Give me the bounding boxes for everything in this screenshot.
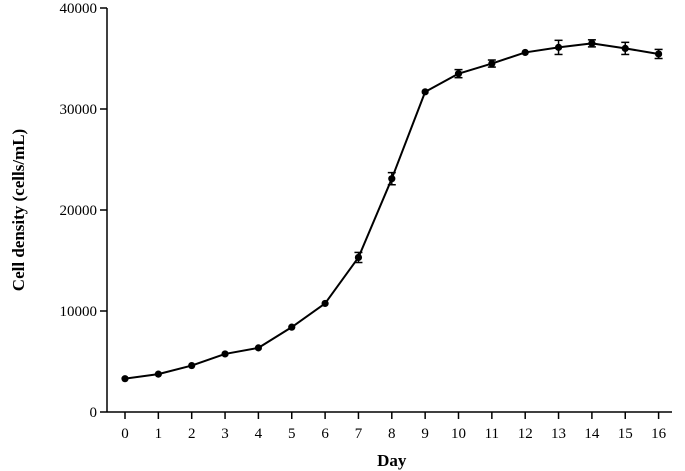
x-tick-label: 8 [388,426,396,442]
data-point [388,175,396,183]
data-point [454,70,463,78]
x-tick-label: 5 [288,426,296,442]
y-axis: 0 10000 20000 30000 40000 [60,1,108,421]
data-point [621,44,629,53]
x-tick-label: 1 [155,426,163,442]
data-point [121,375,129,383]
y-tick-label: 30000 [60,102,98,118]
y-tick-label: 10000 [60,304,98,320]
x-tick-label: 11 [485,426,499,442]
data-point [421,88,429,96]
x-axis-title: Day [377,451,407,470]
y-tick-label: 20000 [60,203,98,219]
x-tick-label: 0 [121,426,129,442]
y-ticks: 0 10000 20000 30000 40000 [60,1,107,421]
x-ticks: 0 1 2 3 4 5 6 7 8 9 10 11 12 13 14 15 16 [121,412,667,442]
data-point [554,43,563,51]
data-point [221,350,229,358]
x-tick-label: 12 [518,426,533,442]
data-point [154,370,162,378]
x-axis: 0 1 2 3 4 5 6 7 8 9 10 11 12 13 14 15 16 [107,411,672,442]
x-tick-label: 13 [551,426,566,442]
data-point [188,361,196,370]
x-tick-label: 7 [355,426,363,442]
y-tick-label: 0 [90,405,98,421]
x-tick-label: 15 [618,426,633,442]
data-point [288,323,296,331]
series-line [124,42,659,380]
x-tick-label: 4 [255,426,263,442]
x-tick-label: 16 [651,426,667,442]
x-tick-label: 10 [451,426,466,442]
data-point [521,48,529,57]
data-point [254,344,262,352]
data-point [588,39,596,47]
x-tick-label: 2 [188,426,196,442]
x-tick-label: 14 [584,426,600,442]
x-tick-label: 9 [421,426,429,442]
data-point [354,253,363,262]
x-tick-label: 3 [221,426,229,442]
plot-area [121,39,663,383]
y-tick-label: 40000 [60,1,98,17]
x-tick-label: 6 [321,426,329,442]
y-axis-title: Cell density (cells/mL) [9,129,28,291]
data-point [321,299,329,308]
data-point [488,59,496,68]
data-point [655,50,663,58]
